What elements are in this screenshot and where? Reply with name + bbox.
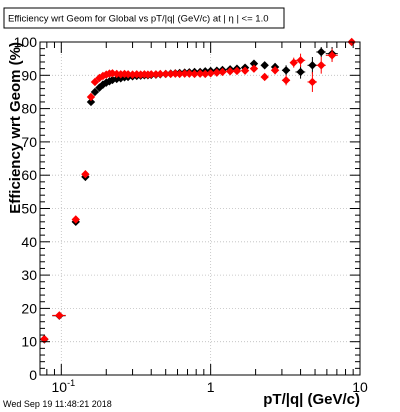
- data-point: [112, 74, 121, 84]
- data-point: [232, 66, 242, 76]
- data-point: [270, 66, 280, 75]
- data-point: [308, 77, 317, 87]
- data-point: [171, 69, 180, 78]
- data-point: [281, 76, 291, 85]
- y-tick-label: 0: [29, 367, 37, 383]
- data-point: [281, 66, 291, 75]
- y-tick-label: 10: [21, 334, 37, 350]
- data-point: [240, 66, 250, 75]
- data-point: [260, 72, 269, 82]
- y-tick-label: 20: [21, 300, 37, 316]
- data-layer: [40, 37, 358, 344]
- y-axis-title: Efficiency wrt Geom (%): [7, 42, 24, 214]
- data-point: [327, 51, 337, 60]
- axis-ticks: [40, 41, 361, 376]
- data-point: [151, 70, 161, 79]
- data-point: [147, 70, 156, 79]
- data-point: [161, 69, 170, 79]
- data-point: [225, 67, 235, 76]
- data-point: [206, 69, 215, 78]
- data-point: [86, 92, 96, 102]
- x-tick-label: 1: [207, 379, 215, 395]
- data-point: [317, 47, 326, 57]
- data-point: [86, 97, 96, 107]
- y-tick-label: 30: [21, 267, 37, 283]
- data-point: [249, 59, 259, 68]
- data-point: [55, 311, 64, 320]
- data-point: [195, 69, 205, 78]
- chart-title: Efficiency wrt Geom for Global vs pT/|q|…: [8, 14, 269, 25]
- x-tick-label: 10: [352, 379, 368, 395]
- data-point: [40, 334, 49, 344]
- y-tick-label: 100: [14, 34, 38, 50]
- x-tick-labels: 10-1 1 10: [52, 378, 368, 395]
- data-point: [201, 69, 210, 79]
- data-point: [190, 69, 199, 79]
- title-box: Efficiency wrt Geom for Global vs pT/|q|…: [3, 7, 285, 29]
- data-point: [180, 69, 189, 78]
- data-point: [317, 61, 326, 70]
- timestamp: Wed Sep 19 11:48:21 2018: [3, 399, 112, 409]
- data-point: [212, 68, 222, 77]
- data-point: [218, 67, 227, 77]
- y-tick-labels: 0 10 20 30 40 50 60 70 80 90 100: [14, 34, 38, 383]
- data-point: [296, 56, 305, 65]
- y-tick-label: 60: [21, 167, 37, 183]
- data-point: [81, 170, 90, 179]
- data-point: [95, 83, 104, 92]
- data-point: [185, 69, 194, 78]
- data-point: [71, 215, 80, 224]
- data-point: [296, 67, 305, 77]
- title-frame: [3, 7, 285, 29]
- x-axis-title: pT/|q| (GeV/c): [263, 391, 360, 408]
- y-tick-label: 40: [21, 234, 37, 250]
- data-point: [105, 77, 114, 86]
- data-point: [112, 69, 121, 79]
- data-point: [249, 64, 259, 73]
- x-tick-label: 10-1: [52, 378, 76, 395]
- y-tick-label: 70: [21, 134, 37, 150]
- data-point: [175, 69, 184, 79]
- data-point: [166, 69, 175, 79]
- data-point: [123, 70, 133, 79]
- data-point: [308, 61, 317, 70]
- y-tick-label: 80: [21, 101, 37, 117]
- data-point: [90, 77, 100, 87]
- data-point: [260, 61, 269, 70]
- y-tick-label: 90: [21, 67, 37, 83]
- series-1: [40, 37, 358, 344]
- y-tick-label: 50: [21, 201, 37, 217]
- data-point: [90, 87, 100, 97]
- data-point: [156, 69, 165, 79]
- data-point: [98, 71, 108, 81]
